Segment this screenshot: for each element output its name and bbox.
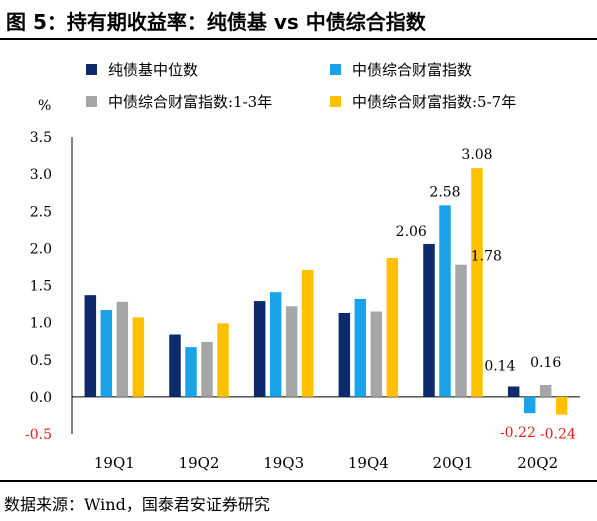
bar-19Q2-s1 — [169, 334, 181, 397]
x-tick-label: 19Q3 — [263, 454, 304, 472]
bar-20Q1-s4 — [471, 168, 483, 397]
data-label-20Q1-s1: 2.06 — [396, 224, 427, 240]
bar-19Q3-s2 — [269, 292, 282, 397]
bar-19Q4-s3 — [370, 311, 383, 397]
x-tick-label: 20Q2 — [517, 454, 558, 472]
y-tick-label: 1.0 — [30, 316, 52, 332]
bar-19Q4-s1 — [338, 312, 351, 397]
bar-19Q4-s4 — [386, 258, 399, 397]
y-tick-label: 0.0 — [30, 390, 52, 406]
y-unit-label: % — [38, 98, 51, 114]
x-tick-label: 19Q1 — [94, 454, 135, 472]
y-tick-label: 2.0 — [30, 241, 52, 257]
data-label-20Q1-s2: 2.58 — [429, 184, 460, 200]
legend-label-3: 中债综合财富指数:1-3年 — [108, 93, 272, 111]
legend-label-1: 纯债基中位数 — [108, 61, 198, 79]
data-label-20Q2-s4: -0.24 — [540, 427, 576, 443]
y-tick-label: 1.5 — [30, 279, 52, 295]
y-tick-label: 3.0 — [30, 167, 52, 183]
y-tick-label: 2.5 — [30, 204, 52, 220]
bar-19Q3-s4 — [301, 269, 314, 397]
bar-19Q1-s4 — [132, 317, 145, 397]
bar-20Q1-s1 — [423, 243, 435, 397]
bar-19Q1-s1 — [84, 295, 97, 397]
legend-label-2: 中债综合财富指数 — [352, 61, 472, 79]
bar-19Q1-s2 — [100, 310, 113, 397]
legend-swatch-2 — [330, 64, 341, 75]
bar-19Q2-s2 — [185, 347, 197, 397]
bar-20Q1-s3 — [455, 264, 467, 397]
data-label-20Q1-s4: 3.08 — [461, 147, 492, 163]
bar-20Q2-s2 — [523, 396, 536, 414]
source-note: 数据来源：Wind，国泰君安证券研究 — [4, 495, 270, 514]
x-tick-label: 19Q4 — [348, 454, 389, 472]
bar-20Q2-s1 — [507, 386, 520, 397]
y-tick-label: 3.5 — [30, 130, 52, 146]
data-label-20Q1-s3: 1.78 — [471, 249, 502, 265]
bar-20Q2-s4 — [555, 396, 568, 415]
y-tick-label: -0.5 — [25, 427, 52, 443]
bar-19Q2-s3 — [201, 341, 213, 397]
data-label-20Q2-s3: 0.16 — [530, 355, 561, 371]
legend-swatch-4 — [330, 96, 341, 107]
legend-swatch-1 — [86, 64, 97, 75]
chart-title: 图 5：持有期收益率：纯债基 vs 中债综合指数 — [6, 10, 426, 34]
y-tick-label: 0.5 — [30, 353, 52, 369]
legend-label-4: 中债综合财富指数:5-7年 — [352, 93, 516, 111]
bar-19Q2-s4 — [217, 323, 229, 397]
bar-20Q2-s3 — [539, 384, 552, 397]
data-label-20Q2-s1: 0.14 — [484, 358, 515, 374]
bar-20Q1-s2 — [439, 205, 451, 397]
x-tick-label: 19Q2 — [179, 454, 220, 472]
bar-19Q3-s1 — [253, 301, 266, 397]
data-label-20Q2-s2: -0.22 — [500, 425, 536, 441]
legend-swatch-3 — [86, 96, 97, 107]
title-bar: 图 5：持有期收益率：纯债基 vs 中债综合指数 — [0, 0, 597, 40]
bar-19Q3-s3 — [285, 306, 298, 397]
x-tick-label: 20Q1 — [433, 454, 474, 472]
bar-19Q1-s3 — [116, 301, 129, 397]
bar-19Q4-s2 — [354, 298, 367, 397]
footer: 数据来源：Wind，国泰君安证券研究 — [0, 480, 597, 521]
